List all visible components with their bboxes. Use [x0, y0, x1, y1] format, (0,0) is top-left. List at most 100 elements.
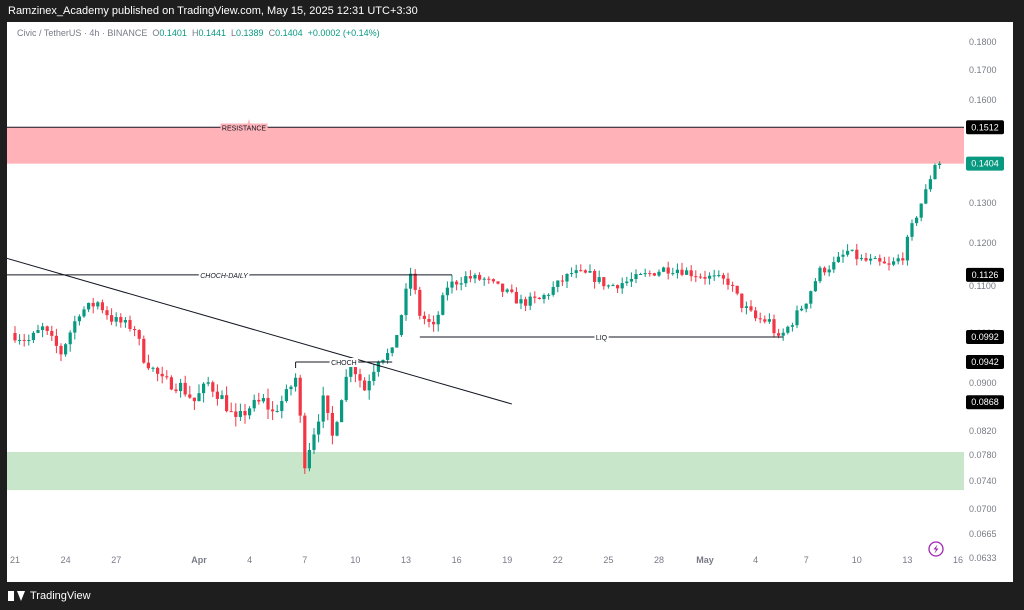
candle-body [179, 382, 183, 392]
candle-body [211, 382, 215, 392]
candle-body [202, 383, 206, 394]
candle-body [468, 276, 472, 279]
candle-body [763, 319, 767, 322]
candle-body [41, 326, 45, 331]
candle-body [588, 271, 592, 273]
candle-body [340, 400, 344, 423]
candle-body [620, 283, 624, 289]
candle-body [100, 302, 104, 311]
time-tick-label: 7 [302, 555, 307, 565]
candle-body [427, 318, 431, 322]
high-value: 0.1441 [198, 28, 226, 38]
candle-body [450, 281, 454, 288]
candle-body [625, 281, 629, 284]
candle-body [96, 302, 100, 307]
candle-body [160, 373, 164, 377]
price-tag [966, 395, 1004, 410]
price-tag-label: 0.0942 [971, 357, 999, 367]
candle-body [629, 279, 633, 282]
candle-body [413, 273, 417, 290]
candle-body [514, 291, 518, 304]
time-tick-label: 25 [603, 555, 613, 565]
chart-area[interactable]: RESISTANCE CHOCH-DAILY LIQ CHOCH 0.1800 0.170… [7, 22, 1013, 582]
candle-body [73, 321, 77, 333]
candle-body [657, 271, 661, 276]
candle-body [740, 293, 744, 308]
candle-body [303, 415, 307, 469]
candle-body [68, 332, 72, 345]
candle-body [827, 269, 831, 273]
candle-body [887, 263, 891, 265]
candle-body [82, 309, 86, 317]
candle-body [850, 249, 854, 251]
candle-body [215, 391, 219, 399]
candle-body [643, 273, 647, 275]
candle-body [422, 315, 426, 319]
open-value: 0.1401 [159, 28, 187, 38]
candle-body [744, 306, 748, 308]
candle-body [639, 273, 643, 275]
candle-body [455, 281, 459, 285]
time-tick-label: 4 [753, 555, 758, 565]
candle-body [464, 276, 468, 284]
candle-body [133, 328, 137, 331]
candle-body [652, 273, 656, 276]
price-tick-label: 0.0780 [969, 450, 997, 460]
candle-body [542, 295, 546, 300]
candle-body [478, 274, 482, 280]
candle-body [330, 412, 334, 436]
candle-body [487, 278, 491, 280]
candle-body [634, 274, 638, 280]
candle-body [151, 367, 155, 369]
candle-body [859, 258, 863, 260]
candle-body [390, 347, 394, 354]
candle-body [804, 303, 808, 309]
price-tick-label: 0.1300 [969, 198, 997, 208]
candle-body [110, 315, 114, 322]
candle-body [298, 377, 302, 416]
price-tick-label: 0.0700 [969, 504, 997, 514]
candle-body [367, 380, 371, 391]
candle-body [712, 275, 716, 277]
candle-body [790, 325, 794, 327]
lightning-icon [928, 541, 944, 557]
price-tag [966, 267, 1004, 282]
price-tag-label: 0.0868 [971, 397, 999, 407]
candle-body [662, 267, 666, 272]
candle-body [551, 287, 555, 295]
candle-body [524, 299, 528, 306]
candle-body [114, 317, 118, 322]
candle-body [846, 250, 850, 255]
candle-body [409, 273, 413, 289]
candle-body [188, 394, 192, 398]
candle-body [813, 281, 817, 292]
price-tag [966, 156, 1004, 171]
candle-body [275, 410, 279, 412]
candle-body [767, 319, 771, 322]
price-tick-label: 0.0665 [969, 529, 997, 539]
time-tick-label: 13 [401, 555, 411, 565]
candle-body [878, 258, 882, 262]
candle-body [928, 179, 932, 190]
candle-body [689, 270, 693, 277]
price-tag-label: 0.1404 [971, 159, 999, 169]
time-tick-label: 27 [111, 555, 121, 565]
candle-body [905, 236, 909, 261]
candle-body [611, 285, 615, 287]
candle-body [50, 330, 54, 336]
candle-body [579, 270, 583, 272]
candle-body [781, 332, 785, 336]
candle-body [510, 289, 514, 292]
price-tick-label: 0.1600 [969, 95, 997, 105]
candle-body [381, 359, 385, 363]
price-tick-label: 0.0740 [969, 476, 997, 486]
candle-body [261, 398, 265, 402]
high-key: H [191, 28, 199, 38]
choch-daily-label: CHOCH-DAILY [200, 273, 249, 280]
candle-body [832, 262, 836, 270]
price-tag-label: 0.1512 [971, 122, 999, 132]
low-value: 0.1389 [236, 28, 264, 38]
candlestick-chart[interactable]: RESISTANCE CHOCH-DAILY LIQ CHOCH 0.1800 0.170… [7, 22, 1013, 582]
candle-body [721, 275, 725, 279]
candle-body [91, 302, 95, 307]
